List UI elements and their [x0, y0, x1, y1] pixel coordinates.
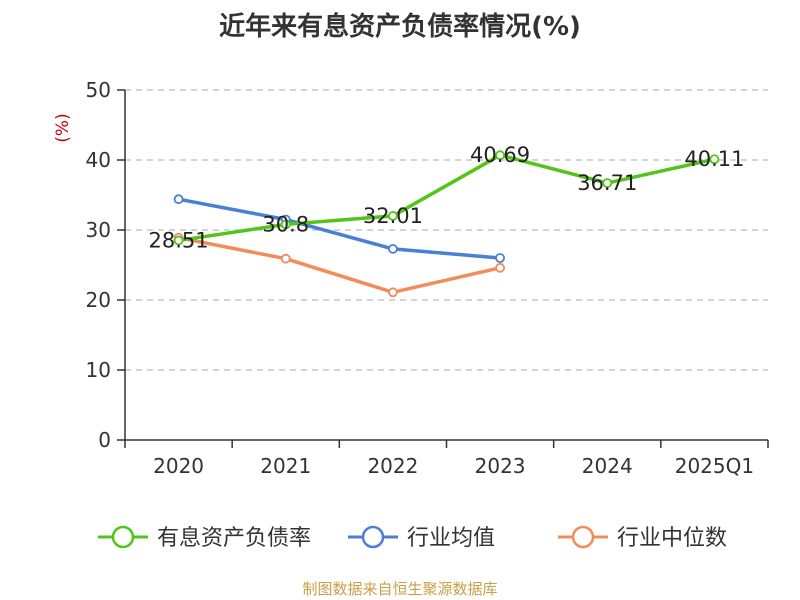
data-point — [388, 211, 398, 221]
series-line — [178, 235, 501, 295]
x-tick-label: 2023 — [475, 454, 526, 478]
data-point — [280, 219, 291, 230]
legend-label: 行业中位数 — [617, 526, 727, 551]
x-tick-label: 2021 — [260, 454, 311, 478]
x-tick-label: 2024 — [582, 454, 633, 478]
data-point — [602, 178, 613, 188]
data-point — [280, 253, 291, 264]
x-tick-label: 2025Q1 — [675, 454, 754, 478]
data-point — [173, 194, 184, 205]
data-point — [495, 262, 505, 273]
data-label: 28.51 — [149, 228, 209, 252]
source-note: 制图数据来自恒生聚源数据库 — [302, 580, 498, 598]
data-label: 32.01 — [363, 204, 423, 228]
y-tick-label: 0 — [98, 428, 111, 452]
axes: 0 10 20 30 40 50 2020 2021 2022 2023 2024 2025Q1 — [86, 78, 769, 478]
y-tick-label: 40 — [86, 148, 111, 172]
data-point — [495, 150, 505, 161]
series-line — [178, 197, 501, 260]
data-point — [495, 253, 505, 263]
series-points — [173, 150, 720, 298]
legend-marker — [571, 525, 595, 549]
data-labels: 28.51 30.8 32.01 40.69 36.71 40.11 — [149, 143, 745, 252]
legend-marker — [111, 525, 135, 549]
data-point — [709, 154, 720, 165]
chart-title: 近年来有息资产负债率情况(%) — [219, 12, 581, 42]
x-tick-label: 2020 — [153, 454, 204, 478]
data-label: 40.11 — [684, 147, 744, 171]
data-label: 36.71 — [577, 171, 637, 195]
x-tick-label: 2022 — [367, 454, 418, 478]
y-tick-label: 30 — [86, 218, 111, 242]
y-tick-label: 10 — [86, 358, 111, 382]
data-point — [388, 287, 398, 298]
y-tick-label: 20 — [86, 288, 111, 312]
data-point — [173, 235, 184, 246]
legend-marker — [361, 525, 385, 549]
legend-label: 有息资产负债率 — [157, 526, 311, 551]
series-lines — [178, 153, 715, 295]
grid-lines — [125, 89, 768, 371]
legend-label: 行业均值 — [407, 526, 495, 551]
legend: 有息资产负债率 行业均值 行业中位数 — [98, 525, 727, 551]
data-label: 30.8 — [262, 212, 309, 236]
data-label: 40.69 — [470, 143, 530, 167]
data-point — [388, 243, 398, 254]
y-axis-unit-label: (%) — [53, 113, 73, 142]
y-tick-label: 50 — [86, 78, 111, 102]
series-line — [178, 153, 715, 243]
